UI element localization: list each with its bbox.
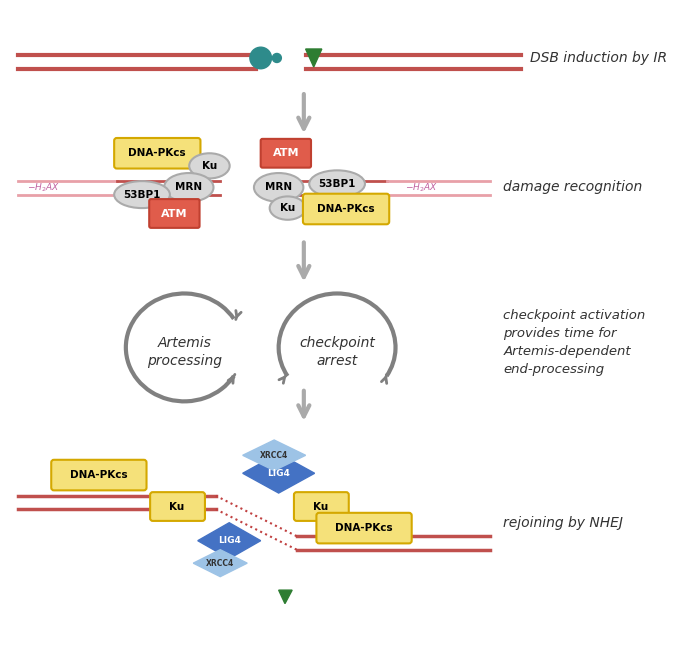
Text: LIG4: LIG4 [218, 536, 240, 545]
Text: Artemis
processing: Artemis processing [147, 336, 222, 368]
Text: Ku: Ku [202, 161, 217, 171]
Text: Ku: Ku [280, 203, 295, 213]
Text: Ku: Ku [169, 502, 185, 511]
Text: MRN: MRN [265, 182, 292, 192]
Text: $-H_2AX$: $-H_2AX$ [404, 181, 437, 193]
Ellipse shape [269, 197, 305, 220]
Ellipse shape [164, 173, 213, 202]
Text: DNA-PKcs: DNA-PKcs [318, 204, 375, 214]
Text: XRCC4: XRCC4 [206, 559, 234, 568]
Ellipse shape [254, 173, 303, 202]
Text: ATM: ATM [161, 210, 188, 219]
Polygon shape [198, 522, 261, 559]
Text: 53BP1: 53BP1 [318, 179, 356, 189]
FancyBboxPatch shape [303, 193, 389, 225]
Polygon shape [305, 49, 322, 67]
FancyBboxPatch shape [149, 199, 200, 228]
Polygon shape [193, 550, 247, 577]
FancyBboxPatch shape [316, 513, 412, 543]
Text: checkpoint
arrest: checkpoint arrest [299, 336, 375, 368]
FancyBboxPatch shape [261, 139, 311, 167]
Polygon shape [242, 440, 305, 471]
Text: DNA-PKcs: DNA-PKcs [129, 148, 186, 158]
Text: XRCC4: XRCC4 [260, 451, 288, 459]
Text: 53BP1: 53BP1 [123, 190, 160, 200]
FancyBboxPatch shape [114, 138, 200, 169]
Text: LIG4: LIG4 [267, 469, 290, 478]
Text: ATM: ATM [273, 148, 299, 158]
Circle shape [272, 53, 282, 62]
Ellipse shape [309, 170, 365, 197]
FancyBboxPatch shape [294, 492, 349, 521]
Text: $-H_2AX$: $-H_2AX$ [27, 181, 60, 193]
Polygon shape [279, 590, 292, 604]
Ellipse shape [114, 181, 170, 208]
Text: DNA-PKcs: DNA-PKcs [335, 523, 393, 533]
FancyBboxPatch shape [51, 459, 146, 491]
Circle shape [250, 47, 271, 69]
Text: DSB induction by IR: DSB induction by IR [530, 51, 668, 65]
Text: MRN: MRN [175, 182, 202, 192]
Text: checkpoint activation
provides time for
Artemis-dependent
end-processing: checkpoint activation provides time for … [504, 310, 646, 376]
Polygon shape [242, 454, 315, 493]
Text: Ku: Ku [313, 502, 328, 511]
Ellipse shape [189, 153, 230, 178]
FancyBboxPatch shape [150, 492, 205, 521]
Text: rejoining by NHEJ: rejoining by NHEJ [504, 516, 624, 530]
Text: damage recognition: damage recognition [504, 180, 642, 195]
Text: DNA-PKcs: DNA-PKcs [70, 470, 128, 480]
